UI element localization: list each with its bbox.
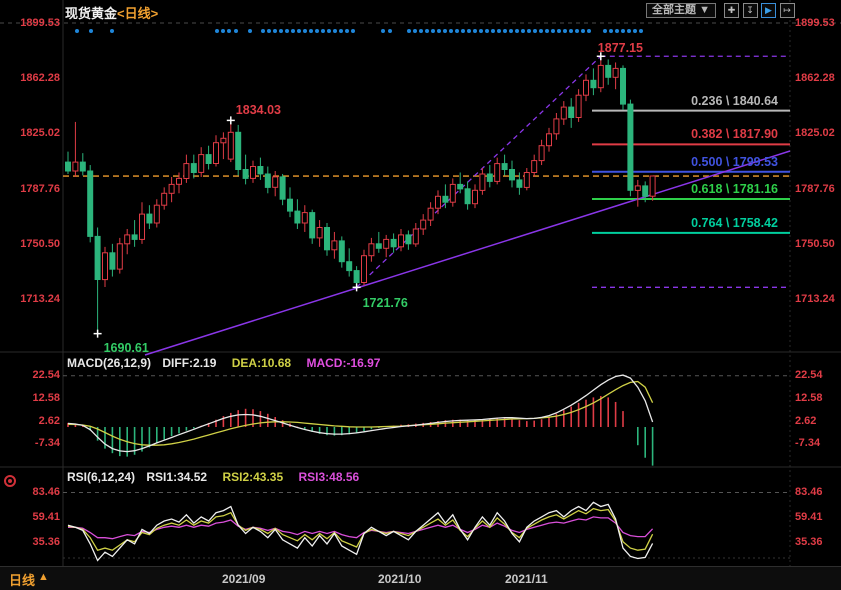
axis-scale-icon[interactable]: ↧: [742, 3, 758, 18]
macd-macd-value: MACD:-16.97: [306, 356, 381, 370]
price-axis-label-left: 1787.76: [20, 182, 60, 195]
candlesticks: [65, 56, 656, 334]
period-selector[interactable]: 日线: [9, 573, 36, 588]
macd-axis-label-right: 2.62: [795, 414, 817, 427]
price-axis-label-right: 1899.53: [795, 16, 835, 29]
price-axis-label-right: 1862.28: [795, 71, 835, 84]
swing-cross-markers: [93, 52, 605, 338]
period-up-arrow-icon[interactable]: ▲: [38, 571, 49, 583]
fib-level-label: 0.236 \ 1840.64: [691, 93, 778, 108]
detach-window-icon[interactable]: ↦: [779, 3, 795, 18]
fib-level-label: 0.500 \ 1799.53: [691, 154, 778, 169]
macd-histogram: [67, 396, 654, 466]
rsi-axis-label-left: 59.41: [32, 510, 60, 523]
pan-icon[interactable]: ✚: [724, 3, 739, 18]
price-axis-label-right: 1713.24: [795, 293, 835, 306]
price-axis-label-left: 1825.02: [20, 127, 60, 140]
macd-dea-value: DEA:10.68: [231, 356, 292, 370]
period-tag: <日线>: [117, 6, 159, 21]
price-axis-label-right: 1825.02: [795, 127, 835, 140]
rsi2-value: RSI2:43.35: [222, 470, 284, 484]
price-axis-label-left: 1750.50: [20, 238, 60, 251]
fib-level-label: 0.764 \ 1758.42: [691, 215, 778, 230]
price-axis-label-left: 1862.28: [20, 71, 60, 84]
indicator-marker-icon[interactable]: [4, 475, 16, 487]
fib-anchor-dashed-lines: [592, 55, 790, 288]
rsi-legend: RSI(6,12,24) RSI1:34.52 RSI2:43.35 RSI3:…: [67, 470, 359, 484]
swing-low-label: 1690.61: [103, 340, 149, 355]
rsi-axis-label-right: 59.41: [795, 510, 823, 523]
rsi-name-label: RSI(6,12,24): [67, 470, 136, 484]
rsi-axis-label-right: 83.46: [795, 486, 823, 498]
macd-axis-label-right: 22.54: [795, 369, 823, 382]
macd-legend: MACD(26,12,9) DIFF:2.19 DEA:10.68 MACD:-…: [67, 356, 380, 370]
price-axis-label-left: 1713.24: [20, 293, 60, 306]
macd-diff-value: DIFF:2.19: [162, 356, 217, 370]
rsi1-value: RSI1:34.52: [146, 470, 208, 484]
theme-select-button[interactable]: 全部主题 ▼: [646, 3, 716, 18]
bottom-bar: 日线 ▲: [0, 566, 841, 590]
macd-axis-label-left: 2.62: [38, 414, 60, 427]
price-axis-label-left: 1899.53: [20, 16, 60, 29]
date-label: 2021/10: [378, 572, 422, 586]
fib-retracement-lines: [592, 109, 790, 234]
rsi-axis-label-left: 83.46: [32, 486, 60, 498]
rsi-axis-label-left: 35.36: [32, 535, 60, 548]
rsi3-value: RSI3:48.56: [298, 470, 360, 484]
price-axis-label-right: 1750.50: [795, 238, 835, 251]
dropdown-arrow-icon: ▼: [699, 4, 710, 16]
swing-high-label: 1877.15: [597, 41, 643, 56]
symbol-name: 现货黄金: [65, 6, 118, 21]
autoplay-icon[interactable]: ▶: [761, 3, 776, 18]
swing-low-label: 1721.76: [362, 296, 408, 311]
macd-axis-label-left: 22.54: [32, 369, 60, 382]
signal-dots: [75, 29, 643, 33]
chart-title: 现货黄金<日线>: [65, 3, 158, 22]
rsi-axis-label-right: 35.36: [795, 535, 823, 548]
swing-high-label: 1834.03: [235, 103, 281, 118]
macd-axis-label-right: 12.58: [795, 391, 823, 404]
trendlines: [144, 55, 791, 356]
macd-axis-label-left: -7.34: [34, 437, 60, 450]
date-label: 2021/09: [222, 572, 266, 586]
fib-level-label: 0.382 \ 1817.90: [691, 127, 778, 142]
price-axis-label-right: 1787.76: [795, 182, 835, 195]
macd-name-label: MACD(26,12,9): [67, 356, 152, 370]
fib-level-label: 0.618 \ 1781.16: [691, 182, 778, 196]
macd-axis-label-right: -7.34: [795, 437, 821, 450]
macd-axis-label-left: 12.58: [32, 391, 60, 404]
date-label: 2021/11: [505, 572, 548, 586]
